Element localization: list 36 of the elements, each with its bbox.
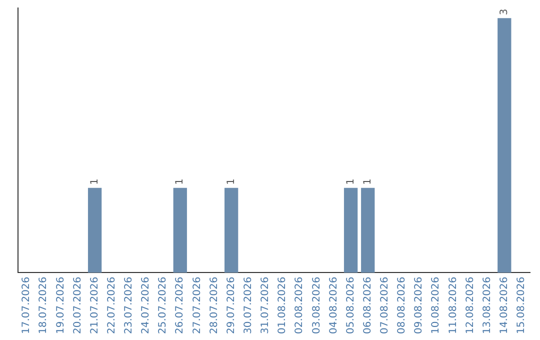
x-tick-label: 26.07.2026 (174, 276, 186, 334)
x-tick-label: 09.08.2026 (414, 276, 425, 334)
data-label: 1 (362, 178, 374, 185)
x-tick-label: 19.07.2026 (55, 276, 66, 334)
x-tick-label: 21.07.2026 (89, 276, 100, 334)
x-tick-label: 20.07.2026 (72, 276, 84, 334)
x-tick-label: 14.08.2026 (498, 276, 510, 334)
x-tick-label: 10.08.2026 (430, 276, 442, 334)
x-tick-label: 17.07.2026 (21, 276, 32, 334)
data-label: 1 (345, 178, 356, 185)
x-tick-label: 06.08.2026 (362, 276, 374, 334)
x-tick-label: 04.08.2026 (328, 276, 340, 334)
x-tick-label: 03.08.2026 (311, 276, 322, 334)
data-label: 1 (89, 178, 100, 185)
x-tick-label: 13.08.2026 (482, 276, 493, 334)
data-label: 1 (226, 178, 237, 185)
x-tick-label: 23.07.2026 (124, 276, 135, 334)
x-tick-label: 07.08.2026 (380, 276, 391, 334)
x-tick-label: 05.08.2026 (345, 276, 356, 334)
x-tick-label: 11.08.2026 (448, 276, 459, 334)
x-tick-label: 31.07.2026 (260, 276, 272, 334)
x-tick-label: 08.08.2026 (396, 276, 408, 334)
x-tick-label: 29.07.2026 (226, 276, 237, 334)
x-tick-label: 27.07.2026 (192, 276, 203, 334)
x-tick-label: 28.07.2026 (208, 276, 220, 334)
x-tick-label: 24.07.2026 (140, 276, 152, 334)
data-label: 1 (174, 178, 186, 185)
x-tick-label: 02.08.2026 (294, 276, 306, 334)
x-tick-label: 15.08.2026 (516, 276, 528, 334)
data-label: 3 (498, 8, 510, 16)
x-tick-label: 30.07.2026 (242, 276, 254, 334)
x-tick-label: 25.07.2026 (158, 276, 169, 334)
x-tick-label: 22.07.2026 (106, 276, 118, 334)
x-tick-label: 12.08.2026 (464, 276, 476, 334)
x-tick-label: 01.08.2026 (277, 276, 288, 334)
x-tick-label: 18.07.2026 (38, 276, 50, 334)
